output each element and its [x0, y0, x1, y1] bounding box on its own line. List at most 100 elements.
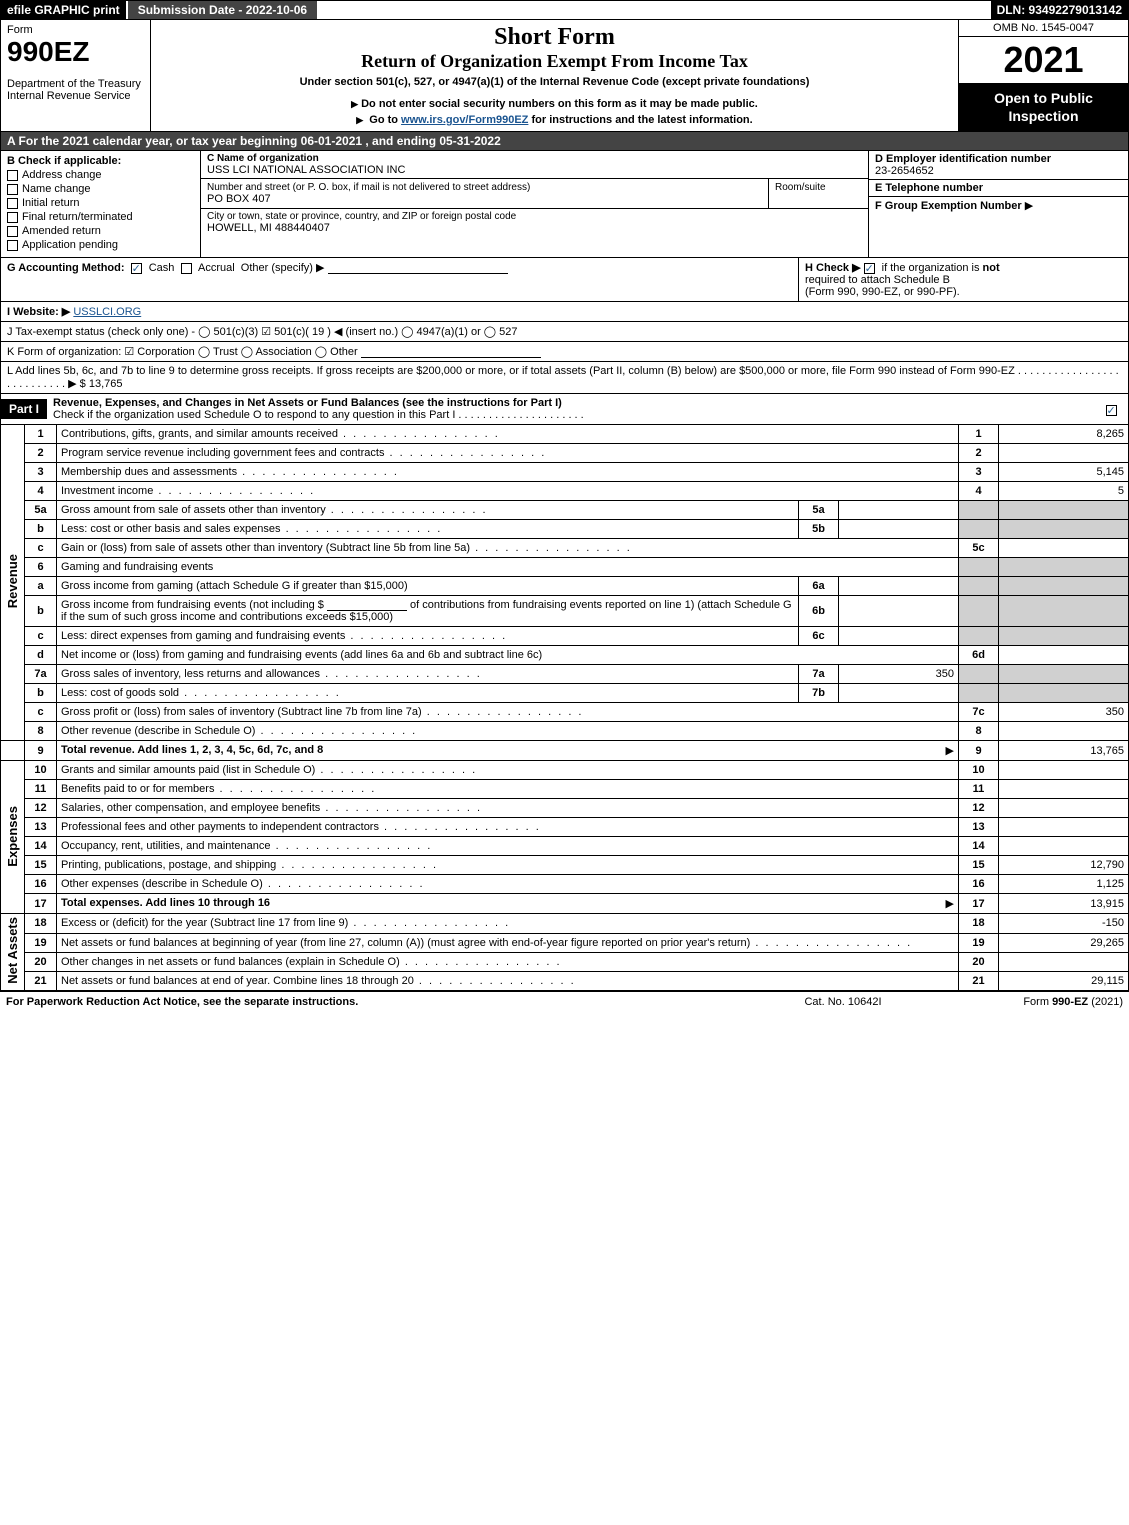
row-g-h: G Accounting Method: Cash Accrual Other …: [0, 258, 1129, 302]
shade-cell: [959, 558, 999, 577]
footer-right-pre: Form: [1023, 996, 1052, 1008]
line-value: [999, 780, 1129, 799]
irs-link[interactable]: www.irs.gov/Form990EZ: [401, 114, 528, 126]
line-end-num: 11: [959, 780, 999, 799]
line-end-num: 15: [959, 856, 999, 875]
line-desc: Salaries, other compensation, and employ…: [57, 799, 959, 818]
header-mid: Short Form Return of Organization Exempt…: [151, 20, 958, 131]
chk-h[interactable]: [864, 263, 875, 274]
expenses-side-label: Expenses: [1, 761, 25, 914]
chk-accrual[interactable]: [181, 263, 192, 274]
chk-amended-return-label: Amended return: [22, 225, 101, 237]
ssn-warning: Do not enter social security numbers on …: [159, 98, 950, 110]
line-num: 19: [25, 933, 57, 952]
line-desc: Other expenses (describe in Schedule O): [57, 875, 959, 894]
table-row: b Less: cost or other basis and sales ex…: [1, 520, 1129, 539]
row-k-other-line: [361, 346, 541, 358]
line-num: 7a: [25, 665, 57, 684]
line-num: 18: [25, 914, 57, 933]
line-end-num: 12: [959, 799, 999, 818]
table-row: 5a Gross amount from sale of assets othe…: [1, 501, 1129, 520]
chk-initial-return[interactable]: [7, 198, 18, 209]
table-row: 15 Printing, publications, postage, and …: [1, 856, 1129, 875]
chk-application-pending[interactable]: [7, 240, 18, 251]
line-num: 21: [25, 971, 57, 990]
table-row: b Less: cost of goods sold 7b: [1, 684, 1129, 703]
h-label-post: if the organization is: [882, 262, 983, 274]
line-value: [999, 952, 1129, 971]
chk-amended-return[interactable]: [7, 226, 18, 237]
line-value: 1,125: [999, 875, 1129, 894]
table-row: d Net income or (loss) from gaming and f…: [1, 646, 1129, 665]
chk-part1-schedO[interactable]: [1106, 405, 1117, 416]
line-end-num: 20: [959, 952, 999, 971]
h-line3: (Form 990, 990-EZ, or 990-PF).: [805, 286, 960, 298]
table-row: 8 Other revenue (describe in Schedule O)…: [1, 722, 1129, 741]
table-row: 12 Salaries, other compensation, and emp…: [1, 799, 1129, 818]
line-end-num: 1: [959, 425, 999, 444]
section-c: C Name of organization USS LCI NATIONAL …: [201, 151, 868, 257]
shade-cell: [999, 665, 1129, 684]
table-row: 11 Benefits paid to or for members 11: [1, 780, 1129, 799]
line-desc: Less: cost or other basis and sales expe…: [57, 520, 799, 539]
efile-label[interactable]: efile GRAPHIC print: [1, 1, 128, 19]
line-value: 12,790: [999, 856, 1129, 875]
line-value: [999, 646, 1129, 665]
section-b: B Check if applicable: Address change Na…: [1, 151, 201, 257]
chk-name-change[interactable]: [7, 184, 18, 195]
website-link[interactable]: USSLCI.ORG: [73, 306, 141, 318]
line-end-num: 14: [959, 837, 999, 856]
chk-application-pending-label: Application pending: [22, 239, 118, 251]
sub-val: 350: [839, 665, 959, 684]
open-public-inspection: Open to Public Inspection: [959, 83, 1128, 131]
page-footer: For Paperwork Reduction Act Notice, see …: [0, 991, 1129, 1012]
e-label: E Telephone number: [875, 182, 1122, 194]
table-row: b Gross income from fundraising events (…: [1, 596, 1129, 627]
line-desc: Gross sales of inventory, less returns a…: [57, 665, 799, 684]
line-num: c: [25, 539, 57, 558]
line-desc: Gross income from gaming (attach Schedul…: [57, 577, 799, 596]
h-not: not: [983, 262, 1000, 274]
table-row: 16 Other expenses (describe in Schedule …: [1, 875, 1129, 894]
row-i: I Website: ▶ USSLCI.ORG: [0, 302, 1129, 322]
row-l-amount: 13,765: [89, 378, 123, 390]
chk-cash[interactable]: [131, 263, 142, 274]
table-row: 21 Net assets or fund balances at end of…: [1, 971, 1129, 990]
chk-address-change[interactable]: [7, 170, 18, 181]
revenue-side-spacer: [1, 741, 25, 761]
line-num: 16: [25, 875, 57, 894]
line-desc: Total revenue. Add lines 1, 2, 3, 4, 5c,…: [57, 741, 959, 761]
line-end-num: 17: [959, 894, 999, 914]
table-row: 3 Membership dues and assessments 3 5,14…: [1, 463, 1129, 482]
line-num: 12: [25, 799, 57, 818]
h-label-pre: H Check ▶: [805, 262, 864, 274]
line-end-num: 5c: [959, 539, 999, 558]
line-desc: Grants and similar amounts paid (list in…: [57, 761, 959, 780]
line-end-num: 4: [959, 482, 999, 501]
part1-table: Revenue 1 Contributions, gifts, grants, …: [0, 425, 1129, 991]
goto-line: Go to www.irs.gov/Form990EZ for instruct…: [159, 114, 950, 126]
shade-cell: [999, 627, 1129, 646]
table-row: 2 Program service revenue including gove…: [1, 444, 1129, 463]
row-k-text: K Form of organization: ☑ Corporation ◯ …: [7, 346, 358, 358]
g-label: G Accounting Method:: [7, 262, 125, 274]
chk-final-return[interactable]: [7, 212, 18, 223]
line-num: 15: [25, 856, 57, 875]
shade-cell: [959, 501, 999, 520]
line-desc: Contributions, gifts, grants, and simila…: [57, 425, 959, 444]
table-row: Expenses 10 Grants and similar amounts p…: [1, 761, 1129, 780]
footer-cat-no: Cat. No. 10642I: [743, 996, 943, 1008]
line-num: 11: [25, 780, 57, 799]
i-label: I Website: ▶: [7, 306, 70, 318]
main-title: Return of Organization Exempt From Incom…: [159, 51, 950, 72]
line-end-num: 6d: [959, 646, 999, 665]
chk-final-return-label: Final return/terminated: [22, 211, 133, 223]
table-row: 19 Net assets or fund balances at beginn…: [1, 933, 1129, 952]
line-end-num: 8: [959, 722, 999, 741]
form-label: Form: [7, 24, 144, 36]
goto-arrow: [356, 114, 366, 126]
table-row: 9 Total revenue. Add lines 1, 2, 3, 4, 5…: [1, 741, 1129, 761]
line-desc: Gross income from fundraising events (no…: [57, 596, 799, 627]
table-row: 14 Occupancy, rent, utilities, and maint…: [1, 837, 1129, 856]
line-num: 4: [25, 482, 57, 501]
